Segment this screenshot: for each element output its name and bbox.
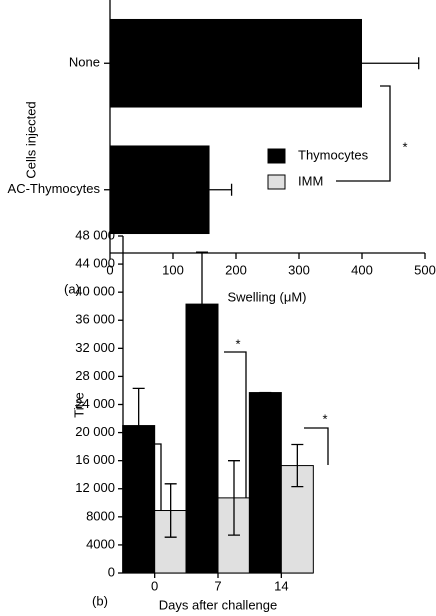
y-tick-label: 20 000 — [75, 424, 115, 439]
significance-star: * — [235, 336, 240, 351]
y-tick-label: None — [69, 55, 100, 70]
error-bar — [209, 183, 233, 196]
significance-bracket — [224, 351, 247, 512]
significance-star: * — [402, 139, 407, 154]
x-tick-label: 0 — [106, 262, 113, 277]
y-tick-label: 40 000 — [75, 284, 115, 299]
y-tick-label: 24 000 — [75, 396, 115, 411]
bar — [248, 392, 282, 574]
error-bar — [196, 251, 208, 305]
error-bar — [228, 460, 240, 536]
bar — [122, 425, 156, 574]
y-tick-label: 12 000 — [75, 480, 115, 495]
x-tick-label: 400 — [351, 262, 373, 277]
significance-star: * — [322, 411, 327, 426]
y-tick-label: 28 000 — [75, 368, 115, 383]
x-tick-label: 7 — [214, 578, 221, 593]
legend-label: IMM — [298, 173, 323, 188]
y-tick-label: 0 — [108, 564, 115, 579]
x-tick-label: 100 — [162, 262, 184, 277]
y-tick-label: AC-Thymocytes — [8, 181, 101, 196]
error-bar — [164, 483, 177, 538]
bar — [110, 18, 362, 108]
y-axis-label: Cells injected — [23, 101, 38, 178]
y-tick-label: 32 000 — [75, 340, 115, 355]
y-tick-label: 16 000 — [75, 452, 115, 467]
y-tick-label: 44 000 — [75, 256, 115, 271]
panel-label: (b) — [92, 593, 108, 608]
y-tick-label: 4000 — [86, 536, 115, 551]
bar — [185, 303, 219, 574]
x-tick-label: 200 — [225, 262, 247, 277]
x-axis-label: Days after challenge — [159, 597, 278, 612]
x-tick-label: 500 — [414, 262, 436, 277]
y-tick-label: 36 000 — [75, 312, 115, 327]
legend-swatch — [267, 148, 286, 164]
panel-label: (a) — [64, 281, 80, 296]
significance-bracket — [336, 85, 391, 182]
x-tick-label: 0 — [151, 578, 158, 593]
significance-bracket — [304, 427, 329, 465]
error-bar — [132, 387, 145, 426]
y-axis-label: Titre — [71, 392, 86, 418]
x-tick-label: 300 — [288, 262, 310, 277]
error-bar — [291, 443, 304, 488]
bar — [110, 145, 210, 235]
y-tick-label: 8000 — [86, 508, 115, 523]
x-axis-label: Swelling (μM) — [227, 289, 306, 304]
legend-swatch — [267, 174, 286, 190]
y-tick-label: 48 000 — [75, 227, 115, 242]
x-tick-label: 14 — [274, 578, 288, 593]
legend-label: Thymocytes — [298, 147, 369, 162]
error-bar — [362, 57, 420, 70]
